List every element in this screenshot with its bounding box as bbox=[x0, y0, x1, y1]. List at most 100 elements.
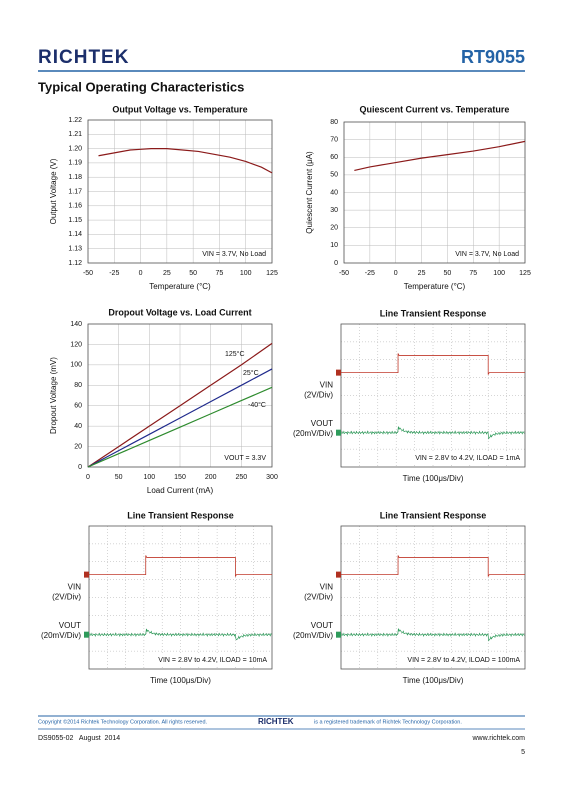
ch1-marker bbox=[84, 571, 89, 578]
ch2-name: VOUT bbox=[59, 621, 81, 630]
x-axis-label: Time (100μs/Div) bbox=[403, 474, 464, 483]
y-tick-label: 1.19 bbox=[68, 160, 82, 167]
x-tick-label: 50 bbox=[444, 270, 452, 277]
y-tick-label: 120 bbox=[70, 341, 82, 348]
y-tick-label: 70 bbox=[330, 136, 338, 143]
y-axis-label: Quiescent Current (μA) bbox=[305, 151, 314, 234]
y-tick-label: 10 bbox=[330, 242, 338, 249]
ch2-scale: (20mV/Div) bbox=[293, 429, 333, 438]
vout-trace bbox=[88, 628, 272, 641]
data-line bbox=[87, 386, 273, 468]
vin-trace bbox=[89, 555, 272, 577]
y-tick-label: 50 bbox=[330, 172, 338, 179]
annotation: VOUT = 3.3V bbox=[224, 455, 266, 462]
y-axis-label: Dropout Voltage (mV) bbox=[49, 357, 58, 434]
y-axis-label: Output Voltage (V) bbox=[49, 158, 58, 224]
data-line bbox=[354, 140, 526, 172]
vin-trace bbox=[341, 353, 525, 375]
y-tick-label: 0 bbox=[78, 464, 82, 471]
y-tick-label: 40 bbox=[330, 189, 338, 196]
y-tick-label: 100 bbox=[70, 362, 82, 369]
x-tick-label: 100 bbox=[493, 270, 505, 277]
chart-title: Quiescent Current vs. Temperature bbox=[360, 104, 510, 114]
x-tick-label: 250 bbox=[235, 474, 247, 481]
x-tick-label: 50 bbox=[189, 270, 197, 277]
x-tick-label: 50 bbox=[115, 474, 123, 481]
x-tick-label: -25 bbox=[109, 270, 119, 277]
annotation: VIN = 2.8V to 4.2V, ILOAD = 100mA bbox=[407, 657, 520, 664]
x-axis-label: Temperature (°C) bbox=[404, 282, 466, 291]
y-tick-label: 20 bbox=[74, 443, 82, 450]
x-axis-label: Time (100μs/Div) bbox=[403, 676, 464, 685]
ch1-scale: (2V/Div) bbox=[304, 391, 333, 400]
ch1-name: VIN bbox=[68, 583, 82, 592]
scope-frame bbox=[340, 525, 526, 670]
footer-logo: RICHTEK bbox=[258, 717, 294, 726]
x-axis-label: Temperature (°C) bbox=[149, 282, 211, 291]
ch2-marker bbox=[336, 631, 341, 638]
y-tick-label: 60 bbox=[74, 403, 82, 410]
y-tick-label: 1.15 bbox=[68, 217, 82, 224]
series-label: 25°C bbox=[243, 369, 259, 377]
series-label: -40°C bbox=[248, 401, 266, 409]
y-tick-label: 20 bbox=[330, 225, 338, 232]
data-line bbox=[98, 148, 273, 174]
scope-frame bbox=[88, 525, 273, 670]
x-tick-label: 125 bbox=[266, 270, 278, 277]
x-axis-label: Time (100μs/Div) bbox=[150, 676, 211, 685]
y-tick-label: 1.21 bbox=[68, 131, 82, 138]
x-tick-label: 0 bbox=[86, 474, 90, 481]
x-tick-label: 25 bbox=[418, 270, 426, 277]
y-tick-label: 60 bbox=[330, 154, 338, 161]
plot-frame bbox=[87, 119, 273, 264]
y-tick-label: 1.12 bbox=[68, 260, 82, 267]
copyright: Copyright ©2014 Richtek Technology Corpo… bbox=[38, 718, 208, 725]
y-tick-label: 1.13 bbox=[68, 246, 82, 253]
data-line bbox=[87, 342, 273, 468]
x-tick-label: 0 bbox=[139, 270, 143, 277]
y-tick-label: 30 bbox=[330, 207, 338, 214]
chart-title: Output Voltage vs. Temperature bbox=[112, 104, 247, 114]
x-tick-label: 150 bbox=[174, 474, 186, 481]
x-tick-label: 100 bbox=[143, 474, 155, 481]
chart-title: Line Transient Response bbox=[127, 510, 234, 520]
x-axis-label: Load Current (mA) bbox=[147, 486, 214, 495]
ch2-name: VOUT bbox=[311, 419, 333, 428]
ch2-marker bbox=[336, 429, 341, 436]
ch1-marker bbox=[336, 571, 341, 578]
ch2-scale: (20mV/Div) bbox=[41, 631, 81, 640]
annotation: VIN = 2.8V to 4.2V, ILOAD = 10mA bbox=[158, 657, 267, 664]
chart-title: Line Transient Response bbox=[380, 510, 487, 520]
ch1-scale: (2V/Div) bbox=[52, 593, 81, 602]
vout-trace bbox=[340, 426, 525, 440]
ch2-marker bbox=[84, 631, 89, 638]
page-number: 5 bbox=[521, 749, 525, 756]
data-line bbox=[87, 368, 273, 468]
x-tick-label: 0 bbox=[394, 270, 398, 277]
scope-frame bbox=[340, 323, 526, 468]
chart-title: Dropout Voltage vs. Load Current bbox=[108, 307, 251, 317]
section-title: Typical Operating Characteristics bbox=[38, 79, 244, 94]
trademark: is a registered trademark of Richtek Tec… bbox=[314, 719, 462, 725]
ch1-name: VIN bbox=[320, 583, 334, 592]
annotation: VIN = 2.8V to 4.2V, ILOAD = 1mA bbox=[415, 455, 520, 462]
chart-title: Line Transient Response bbox=[380, 308, 487, 318]
logo: RICHTEK bbox=[38, 47, 129, 68]
y-tick-label: 140 bbox=[70, 321, 82, 328]
annotation: VIN = 3.7V, No Load bbox=[202, 251, 266, 258]
vout-trace bbox=[340, 628, 525, 642]
ch1-name: VIN bbox=[320, 381, 334, 390]
x-tick-label: -25 bbox=[365, 270, 375, 277]
y-tick-label: 1.22 bbox=[68, 117, 82, 124]
plot-frame bbox=[343, 121, 526, 264]
y-tick-label: 80 bbox=[330, 119, 338, 126]
url: www.richtek.com bbox=[471, 735, 525, 742]
y-tick-label: 1.16 bbox=[68, 203, 82, 210]
x-tick-label: 125 bbox=[519, 270, 531, 277]
ch1-marker bbox=[336, 369, 341, 376]
x-tick-label: 75 bbox=[216, 270, 224, 277]
x-tick-label: 100 bbox=[240, 270, 252, 277]
x-tick-label: 75 bbox=[469, 270, 477, 277]
y-tick-label: 1.14 bbox=[68, 231, 82, 238]
